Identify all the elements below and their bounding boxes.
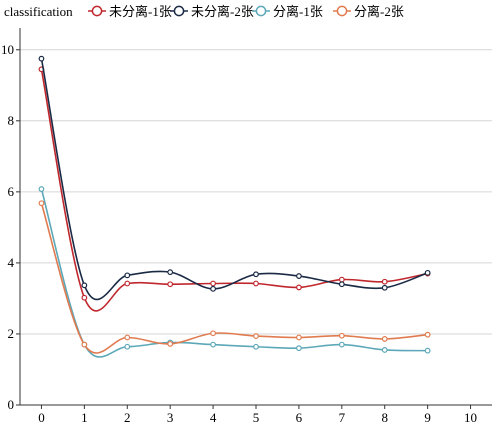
data-point[interactable] xyxy=(167,340,174,347)
data-point[interactable] xyxy=(253,343,259,350)
legend-swatch-marker xyxy=(173,5,185,17)
legend-title: classification xyxy=(4,4,73,19)
data-point[interactable] xyxy=(381,347,388,353)
data-point[interactable] xyxy=(338,281,345,288)
y-tick-label: 10 xyxy=(1,42,14,57)
data-point[interactable] xyxy=(124,272,131,279)
legend-item[interactable]: 分离-2张 xyxy=(333,4,404,19)
data-point[interactable] xyxy=(124,343,131,350)
series-3[interactable] xyxy=(38,186,431,358)
data-point[interactable] xyxy=(81,282,88,289)
legend-item[interactable]: 分离-1张 xyxy=(252,4,323,19)
data-point[interactable] xyxy=(124,280,131,287)
y-tick-label: 6 xyxy=(8,184,15,199)
data-point[interactable] xyxy=(424,269,431,276)
grid-layer xyxy=(20,49,492,335)
data-point[interactable] xyxy=(38,55,45,62)
y-tick-label: 2 xyxy=(8,326,15,341)
legend[interactable]: classification 未分离-1张 未分离-2张 分离-1张 分离-2张 xyxy=(4,4,404,19)
legend-swatch-marker xyxy=(336,5,348,17)
data-point[interactable] xyxy=(210,330,216,337)
x-tick-label: 10 xyxy=(464,410,477,425)
data-point[interactable] xyxy=(338,332,345,339)
series-4[interactable] xyxy=(38,200,431,354)
data-point[interactable] xyxy=(38,186,45,192)
data-point[interactable] xyxy=(296,334,302,341)
data-point[interactable] xyxy=(210,341,216,348)
data-point[interactable] xyxy=(296,345,302,352)
legend-item[interactable]: 未分离-1张 xyxy=(88,4,172,19)
x-tick-label: 5 xyxy=(253,410,260,425)
x-tick-label: 6 xyxy=(296,410,303,425)
data-point[interactable] xyxy=(338,276,345,283)
data-point[interactable] xyxy=(253,271,259,278)
series-line xyxy=(40,69,428,312)
series-1[interactable] xyxy=(38,66,431,312)
series-layer xyxy=(38,55,431,358)
data-point[interactable] xyxy=(81,341,88,348)
data-point[interactable] xyxy=(381,284,388,291)
x-tick-label: 2 xyxy=(124,410,131,425)
data-point[interactable] xyxy=(338,341,345,348)
legend-label: 分离-1张 xyxy=(273,4,323,19)
data-point[interactable] xyxy=(38,200,45,207)
x-tick-label: 4 xyxy=(210,410,217,425)
legend-label: 未分离-2张 xyxy=(191,4,254,19)
x-tick-label: 1 xyxy=(81,410,88,425)
data-point[interactable] xyxy=(167,281,174,288)
data-point[interactable] xyxy=(296,284,302,291)
data-point[interactable] xyxy=(253,333,259,339)
x-tick-label: 8 xyxy=(381,410,388,425)
y-tick-label: 0 xyxy=(8,397,15,412)
y-tick-label: 8 xyxy=(8,113,15,128)
series-line xyxy=(40,188,428,358)
x-tick-label: 3 xyxy=(167,410,174,425)
legend-label: 未分离-1张 xyxy=(109,4,172,19)
series-line xyxy=(40,202,428,354)
series-2[interactable] xyxy=(38,55,431,301)
legend-swatch-marker xyxy=(255,5,267,17)
legend-swatch-marker xyxy=(91,5,103,17)
data-point[interactable] xyxy=(296,273,302,279)
legend-item[interactable]: 未分离-2张 xyxy=(170,4,254,19)
data-point[interactable] xyxy=(210,285,216,292)
data-point[interactable] xyxy=(381,278,388,285)
data-point[interactable] xyxy=(424,331,431,338)
data-point[interactable] xyxy=(424,347,431,354)
x-tick-label: 0 xyxy=(38,410,45,425)
axis-layer: 0 2 4 6 8 10 0 1 2 3 4 5 6 7 8 9 10 xyxy=(1,28,492,425)
data-point[interactable] xyxy=(253,280,259,287)
data-point[interactable] xyxy=(210,280,216,287)
data-point[interactable] xyxy=(124,334,131,341)
data-point[interactable] xyxy=(81,294,88,301)
legend-label: 分离-2张 xyxy=(354,4,404,19)
data-point[interactable] xyxy=(167,269,174,276)
y-tick-label: 4 xyxy=(8,255,15,270)
x-tick-label: 7 xyxy=(339,410,346,425)
data-point[interactable] xyxy=(381,336,388,342)
x-tick-label: 9 xyxy=(424,410,431,425)
